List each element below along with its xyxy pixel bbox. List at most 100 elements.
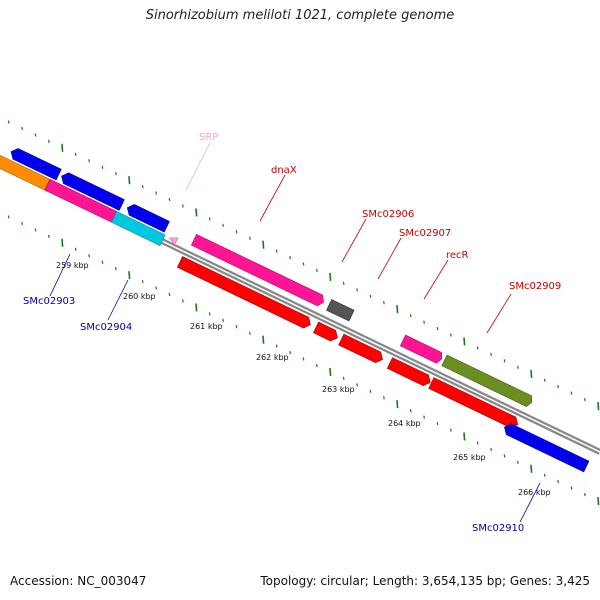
lower-tick	[517, 460, 519, 464]
upper-tick	[128, 176, 131, 185]
label-SMc02904[interactable]: SMc02904	[80, 322, 132, 333]
gene-arrow-recR[interactable]	[399, 334, 444, 364]
leader-dnaX	[259, 174, 286, 222]
gene-arrow-SMc02903[interactable]	[8, 146, 62, 181]
lower-tick	[369, 389, 372, 393]
label-SMc02907[interactable]: SMc02907	[399, 228, 451, 239]
upper-tick	[597, 401, 600, 411]
upper-tick	[208, 217, 211, 221]
leader-recR	[423, 259, 449, 300]
leader-SRP	[185, 142, 211, 191]
upper-tick	[557, 385, 559, 389]
label-recR[interactable]: recR	[446, 250, 469, 261]
upper-tick	[101, 165, 104, 169]
kbp-scale: 259 kbp 260 kbp 261 kbp 262 kbp 263 kbp …	[56, 261, 551, 497]
upper-tick	[222, 223, 224, 227]
upper-tick	[383, 301, 385, 305]
gene-arrow-SMc02909[interactable]	[441, 354, 535, 408]
upper-tick	[490, 352, 492, 357]
lower-tick	[34, 228, 37, 232]
lower-tick	[21, 221, 23, 226]
lower-tick	[262, 335, 265, 344]
upper-tick	[530, 369, 533, 378]
lower-tick	[423, 415, 425, 419]
lower-tick	[195, 303, 198, 312]
label-SMc02906[interactable]: SMc02906	[362, 209, 414, 220]
gene-arrow-SMc02903b[interactable]	[59, 171, 125, 211]
lower-tick	[597, 496, 600, 506]
gene-arrow-SMc02904[interactable]	[125, 202, 170, 233]
lower-tick	[61, 238, 64, 247]
upper-tick	[356, 288, 358, 292]
lower-tick	[503, 454, 506, 458]
upper-tick	[463, 337, 466, 346]
feature-track	[0, 146, 590, 473]
lower-tick	[463, 432, 466, 441]
scale-label-260: 260 kbp	[123, 292, 156, 301]
upper-tick	[396, 305, 399, 314]
lower-tick	[222, 318, 224, 322]
upper-tick	[517, 365, 519, 369]
upper-tick	[450, 333, 452, 337]
gene-arrow-cyan[interactable]	[111, 211, 166, 246]
label-SMc02903[interactable]: SMc02903	[23, 296, 75, 307]
upper-tick	[275, 249, 278, 253]
lower-tick	[88, 254, 90, 258]
lower-tick	[383, 396, 385, 400]
upper-tick	[155, 191, 157, 195]
scale-label-264: 264 kbp	[388, 419, 421, 428]
lower-tick	[182, 299, 184, 303]
upper-tick	[115, 172, 117, 176]
upper-tick	[316, 268, 318, 273]
upper-tick	[249, 236, 251, 240]
upper-tick	[195, 208, 198, 217]
upper-tick	[503, 359, 506, 363]
scale-label-265: 265 kbp	[453, 453, 486, 462]
upper-tick	[21, 126, 23, 131]
gene-arrow-SMc02910[interactable]	[502, 422, 590, 473]
scale-label-262: 262 kbp	[256, 353, 289, 362]
upper-tick	[7, 120, 10, 124]
lower-tick	[302, 357, 305, 361]
map-title: Sinorhizobium meliloti 1021, complete ge…	[145, 8, 455, 23]
scale-label-263: 263 kbp	[322, 385, 355, 394]
leader-SMc02909	[486, 293, 512, 334]
leader-SMc02907	[377, 237, 402, 280]
lower-tick	[396, 400, 399, 409]
lower-tick	[490, 447, 492, 452]
lower-tick	[115, 267, 117, 271]
scale-label-259: 259 kbp	[56, 261, 89, 270]
srp-marker[interactable]	[168, 234, 179, 246]
lower-tick	[141, 279, 144, 284]
upper-tick	[182, 204, 184, 208]
accession-text: Accession: NC_003047	[10, 574, 147, 588]
lower-tick	[101, 260, 104, 264]
gene-arrow-recR-cds[interactable]	[386, 357, 433, 388]
gene-arrow-SMc02907-cds[interactable]	[338, 333, 386, 365]
lower-tick	[155, 286, 157, 290]
gene-arrow-dnaX[interactable]	[190, 234, 326, 307]
upper-tick-row	[7, 120, 600, 411]
upper-tick	[61, 143, 64, 152]
upper-tick	[329, 272, 332, 282]
upper-tick	[48, 139, 50, 144]
upper-tick	[235, 230, 238, 234]
label-SRP[interactable]: SRP	[199, 132, 218, 143]
label-SMc02909[interactable]: SMc02909	[509, 281, 561, 292]
lower-tick	[208, 312, 211, 316]
lower-tick	[48, 234, 50, 239]
gene-arrow-SMc02906[interactable]	[326, 299, 355, 322]
gene-arrow-SMc02906-cds[interactable]	[313, 321, 340, 343]
upper-tick	[436, 326, 439, 331]
label-dnaX[interactable]: dnaX	[271, 165, 297, 176]
gene-arrow-dnaX-cds[interactable]	[176, 256, 313, 330]
lower-tick	[275, 344, 278, 348]
upper-tick	[423, 320, 425, 324]
lower-tick-row	[7, 215, 600, 506]
lower-tick	[168, 292, 171, 297]
upper-tick	[342, 281, 345, 286]
label-SMc02910[interactable]: SMc02910	[472, 523, 524, 534]
lower-tick	[128, 271, 131, 280]
